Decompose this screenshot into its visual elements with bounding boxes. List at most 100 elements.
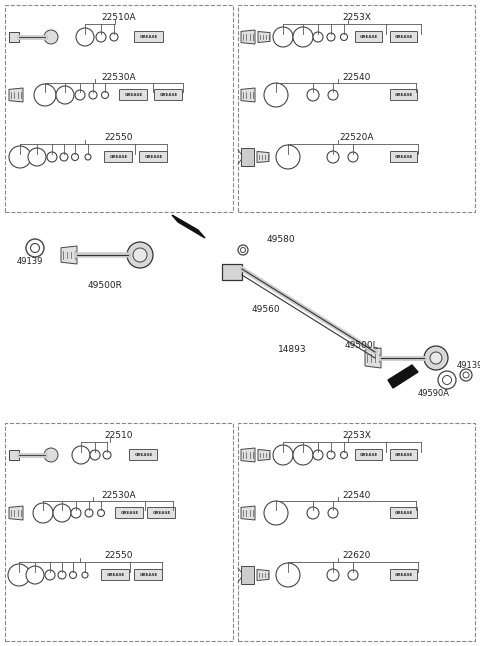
Circle shape bbox=[327, 151, 339, 163]
FancyBboxPatch shape bbox=[140, 152, 168, 163]
FancyBboxPatch shape bbox=[391, 570, 418, 581]
FancyBboxPatch shape bbox=[147, 508, 176, 519]
Circle shape bbox=[82, 572, 88, 578]
Text: GREASE: GREASE bbox=[144, 155, 163, 159]
Circle shape bbox=[44, 448, 58, 462]
Circle shape bbox=[273, 27, 293, 47]
Circle shape bbox=[44, 30, 58, 44]
Text: GREASE: GREASE bbox=[360, 453, 378, 457]
Circle shape bbox=[340, 452, 348, 459]
Circle shape bbox=[238, 245, 248, 255]
Bar bbox=[241, 566, 254, 584]
Polygon shape bbox=[241, 506, 255, 520]
Circle shape bbox=[348, 152, 358, 162]
Polygon shape bbox=[61, 246, 77, 264]
Text: GREASE: GREASE bbox=[395, 155, 413, 159]
Circle shape bbox=[58, 571, 66, 579]
Text: GREASE: GREASE bbox=[395, 35, 413, 39]
Polygon shape bbox=[241, 30, 255, 44]
FancyBboxPatch shape bbox=[356, 32, 383, 43]
Circle shape bbox=[28, 148, 46, 166]
Text: GREASE: GREASE bbox=[395, 93, 413, 97]
Text: 49560: 49560 bbox=[252, 306, 281, 315]
Circle shape bbox=[240, 247, 245, 253]
Text: 49500L: 49500L bbox=[345, 340, 379, 349]
Text: 22540: 22540 bbox=[342, 72, 371, 81]
FancyBboxPatch shape bbox=[134, 570, 163, 581]
Text: 2253X: 2253X bbox=[342, 432, 371, 441]
Circle shape bbox=[60, 153, 68, 161]
Circle shape bbox=[340, 34, 348, 41]
Circle shape bbox=[76, 28, 94, 46]
Text: GREASE: GREASE bbox=[395, 573, 413, 577]
Circle shape bbox=[348, 570, 358, 580]
Circle shape bbox=[327, 451, 335, 459]
Polygon shape bbox=[257, 152, 269, 163]
Polygon shape bbox=[241, 88, 255, 102]
FancyBboxPatch shape bbox=[391, 32, 418, 43]
FancyBboxPatch shape bbox=[101, 570, 130, 581]
Text: 22540: 22540 bbox=[342, 490, 371, 499]
Circle shape bbox=[90, 450, 100, 460]
FancyBboxPatch shape bbox=[391, 450, 418, 461]
Polygon shape bbox=[258, 32, 270, 43]
Circle shape bbox=[33, 503, 53, 523]
Circle shape bbox=[9, 146, 31, 168]
Text: GREASE: GREASE bbox=[360, 35, 378, 39]
Text: GREASE: GREASE bbox=[159, 93, 178, 97]
Circle shape bbox=[85, 154, 91, 160]
Circle shape bbox=[328, 508, 338, 518]
Circle shape bbox=[47, 152, 57, 162]
Circle shape bbox=[327, 33, 335, 41]
Polygon shape bbox=[241, 448, 255, 462]
Polygon shape bbox=[257, 570, 269, 581]
Text: GREASE: GREASE bbox=[124, 93, 143, 97]
Polygon shape bbox=[258, 450, 270, 461]
Circle shape bbox=[75, 90, 85, 100]
Circle shape bbox=[26, 566, 44, 584]
Text: GREASE: GREASE bbox=[140, 35, 158, 39]
Polygon shape bbox=[388, 365, 418, 388]
Circle shape bbox=[85, 509, 93, 517]
Text: GREASE: GREASE bbox=[395, 453, 413, 457]
Circle shape bbox=[328, 90, 338, 100]
Circle shape bbox=[127, 242, 153, 268]
Bar bbox=[9, 32, 19, 42]
Circle shape bbox=[313, 450, 323, 460]
Text: GREASE: GREASE bbox=[134, 453, 153, 457]
Circle shape bbox=[34, 84, 56, 106]
Circle shape bbox=[26, 239, 44, 257]
Circle shape bbox=[438, 371, 456, 389]
Bar bbox=[238, 5, 475, 212]
Circle shape bbox=[72, 446, 90, 464]
Text: 22520A: 22520A bbox=[339, 134, 374, 143]
Text: 22620: 22620 bbox=[342, 552, 371, 561]
Text: 14893: 14893 bbox=[278, 346, 307, 355]
Circle shape bbox=[443, 375, 452, 384]
Bar bbox=[9, 450, 19, 460]
Polygon shape bbox=[9, 506, 23, 520]
Circle shape bbox=[45, 570, 55, 580]
Text: 49139: 49139 bbox=[17, 258, 43, 267]
Circle shape bbox=[307, 507, 319, 519]
Circle shape bbox=[71, 508, 81, 518]
Text: GREASE: GREASE bbox=[106, 573, 125, 577]
Bar bbox=[5, 423, 233, 641]
Text: 49500R: 49500R bbox=[87, 280, 122, 289]
Circle shape bbox=[273, 445, 293, 465]
Circle shape bbox=[430, 352, 442, 364]
Circle shape bbox=[31, 244, 39, 253]
Polygon shape bbox=[9, 88, 23, 102]
Circle shape bbox=[293, 27, 313, 47]
Text: GREASE: GREASE bbox=[139, 573, 158, 577]
Bar bbox=[241, 148, 254, 166]
Circle shape bbox=[96, 32, 106, 42]
FancyBboxPatch shape bbox=[130, 450, 157, 461]
Circle shape bbox=[110, 33, 118, 41]
Text: GREASE: GREASE bbox=[152, 511, 171, 515]
FancyBboxPatch shape bbox=[105, 152, 132, 163]
Polygon shape bbox=[172, 215, 205, 238]
Bar bbox=[222, 264, 242, 280]
Circle shape bbox=[8, 564, 30, 586]
Text: 22530A: 22530A bbox=[102, 490, 136, 499]
